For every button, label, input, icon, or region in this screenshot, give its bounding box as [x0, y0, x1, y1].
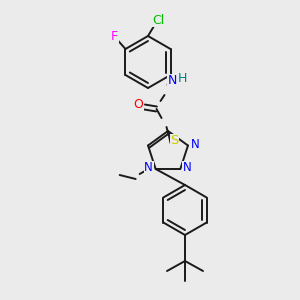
- Text: O: O: [134, 98, 143, 110]
- Text: H: H: [178, 71, 187, 85]
- Text: Cl: Cl: [152, 14, 164, 26]
- Text: S: S: [170, 134, 179, 148]
- Text: N: N: [144, 161, 153, 175]
- Text: N: N: [183, 161, 192, 175]
- Text: F: F: [111, 29, 118, 43]
- Text: N: N: [190, 138, 199, 151]
- Text: N: N: [168, 74, 177, 88]
